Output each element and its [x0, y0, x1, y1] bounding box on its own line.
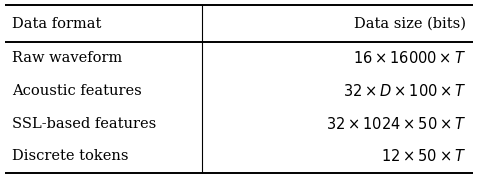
Text: Raw waveform: Raw waveform: [12, 51, 122, 66]
Text: $32 \times 1024 \times 50 \times T$: $32 \times 1024 \times 50 \times T$: [326, 116, 466, 132]
Text: Data size (bits): Data size (bits): [354, 17, 466, 31]
Text: $32 \times D \times 100 \times T$: $32 \times D \times 100 \times T$: [343, 83, 466, 99]
Text: $16 \times 16000 \times T$: $16 \times 16000 \times T$: [353, 51, 466, 66]
Text: SSL-based features: SSL-based features: [12, 117, 156, 131]
Text: $12 \times 50 \times T$: $12 \times 50 \times T$: [381, 148, 466, 164]
Text: Data format: Data format: [12, 17, 101, 31]
Text: Acoustic features: Acoustic features: [12, 84, 141, 98]
Text: Discrete tokens: Discrete tokens: [12, 149, 129, 163]
